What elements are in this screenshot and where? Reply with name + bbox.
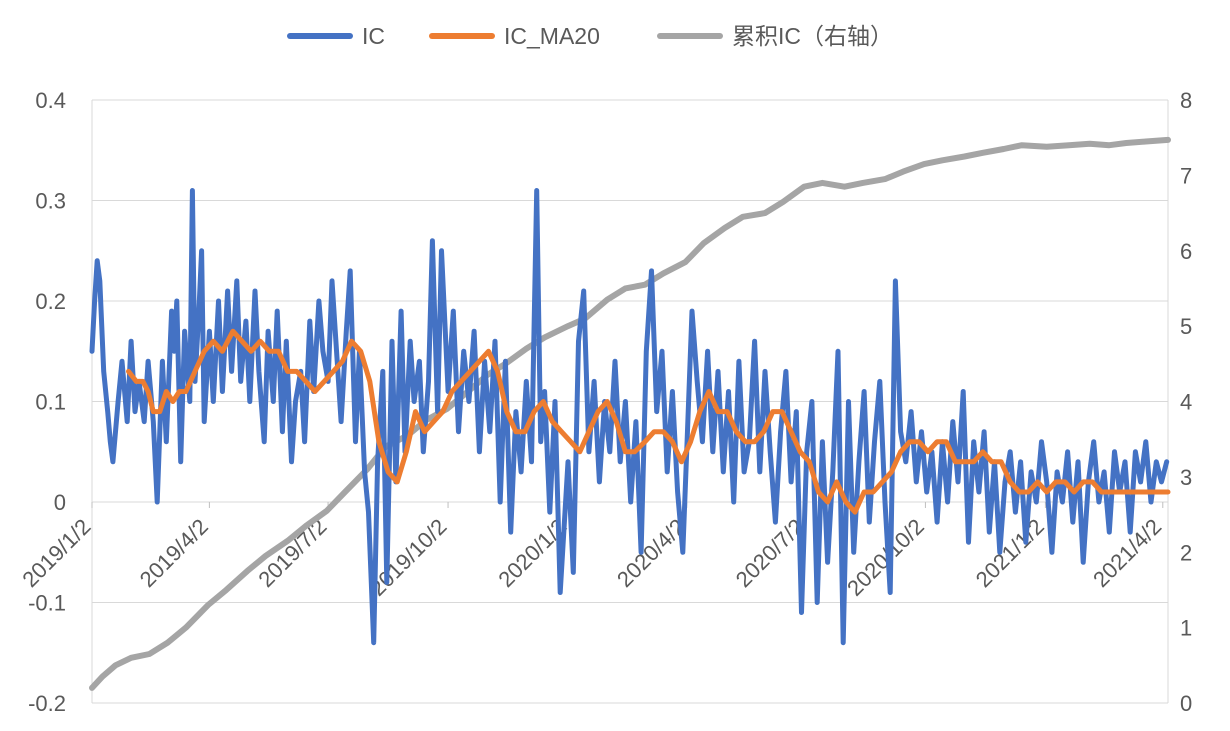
legend: IC IC_MA20 累积IC（右轴） <box>287 23 893 49</box>
y-right-tick-label: 6 <box>1180 239 1192 264</box>
grid-lines <box>92 99 1168 704</box>
legend-cumulative-ic-label: 累积IC（右轴） <box>732 23 893 49</box>
y-left-tick-label: 0.2 <box>35 289 66 314</box>
y-right-tick-label: 4 <box>1180 390 1192 415</box>
y-right-tick-label: 0 <box>1180 691 1192 716</box>
y-left-tick-label: 0.4 <box>35 88 66 113</box>
y-right-tick-label: 8 <box>1180 88 1192 113</box>
y-left-tick-label: 0.1 <box>35 390 66 415</box>
cumulative-ic-series-line <box>89 136 1171 691</box>
y-left-tick-label: 0 <box>54 490 66 515</box>
legend-ic-ma20-label: IC_MA20 <box>504 23 600 49</box>
y-right-tick-label: 2 <box>1180 540 1192 565</box>
ic-ma20-series-line <box>126 328 1171 515</box>
legend-ic-label: IC <box>362 23 385 49</box>
x-tick-label: 2019/1/2 <box>17 514 95 592</box>
y-right-tick-label: 7 <box>1180 163 1192 188</box>
y-right-tick-label: 5 <box>1180 314 1192 339</box>
ic-series-line <box>89 188 1170 646</box>
series-lines <box>89 136 1171 691</box>
x-tick-label: 2021/4/2 <box>1088 514 1166 592</box>
x-tick-label: 2021/1/2 <box>971 514 1049 592</box>
y-left-tick-label: 0.3 <box>35 189 66 214</box>
y-right-tick-label: 3 <box>1180 465 1192 490</box>
y-right-tick-label: 1 <box>1180 616 1192 641</box>
y-left-tick-label: -0.1 <box>28 591 66 616</box>
x-tick-label: 2019/4/2 <box>135 514 213 592</box>
y-left-tick-label: -0.2 <box>28 691 66 716</box>
